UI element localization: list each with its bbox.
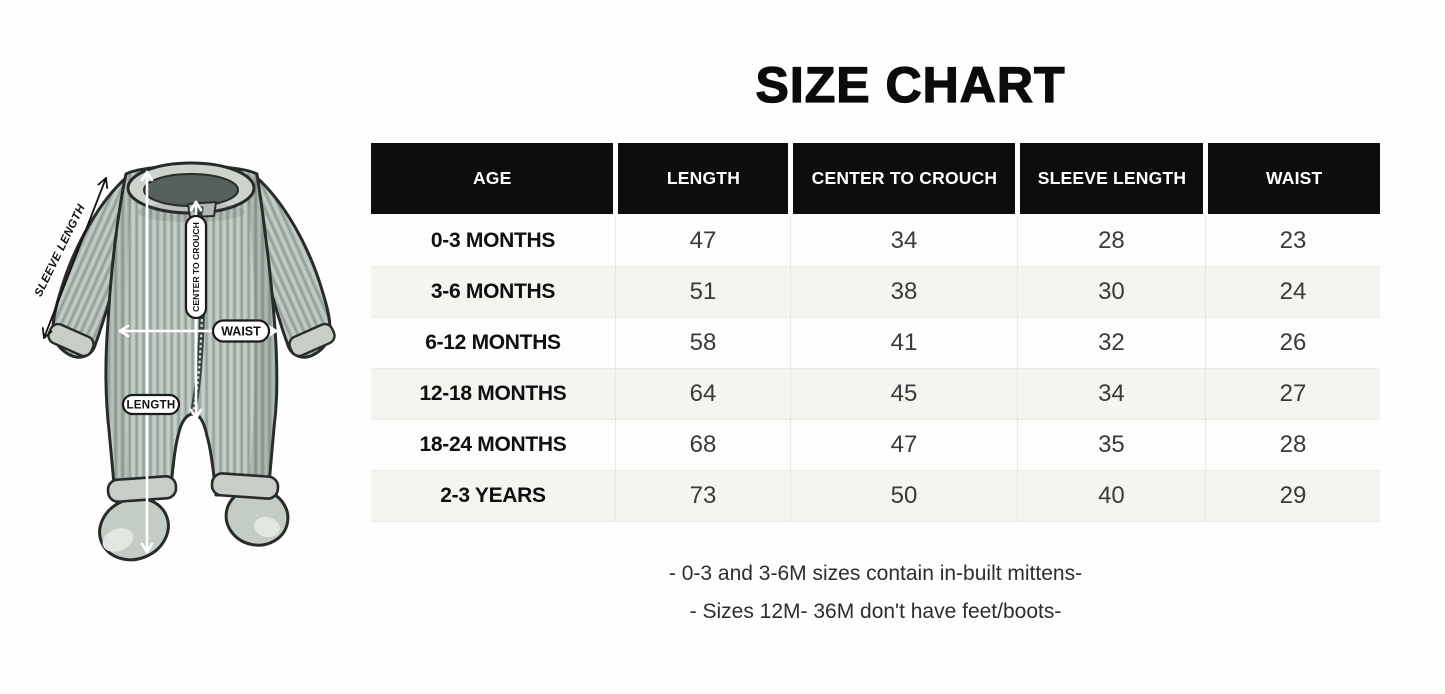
table-body: 0-3 MONTHS 47 34 28 23 3-6 MONTHS 51 38 … [371,216,1380,522]
header-cell-age: AGE [371,143,616,214]
center-to-crouch-cell: 34 [791,216,1018,266]
waist-cell: 28 [1279,431,1307,458]
table-row: 18-24 MONTHS 68 47 35 28 [371,420,1380,471]
waist-cell: 27 [1279,380,1307,407]
waist-label: WAIST [211,319,271,343]
svg-text:WAIST: WAIST [221,325,261,339]
waist-cell: 29 [1279,482,1307,509]
waist-cell: 26 [1279,329,1307,356]
footnotes: - 0-3 and 3-6M sizes contain in-built mi… [371,561,1380,624]
sleeve-length-cell: 34 [1018,369,1206,419]
length-cell: 73 [616,471,791,521]
center-to-crouch-cell: 45 [791,369,1018,419]
svg-text:LENGTH: LENGTH [126,400,175,412]
age-cell: 6-12 MONTHS [371,318,616,368]
right-foot [224,487,290,547]
table-row: 0-3 MONTHS 47 34 28 23 [371,216,1380,267]
note-feet: - Sizes 12M- 36M don't have feet/boots- [689,600,1062,623]
sleeve-length-cell: 28 [1018,216,1206,266]
svg-text:CENTER TO CROUCH: CENTER TO CROUCH [191,222,201,312]
length-cell: 51 [616,267,791,317]
center-to-crouch-cell: 47 [791,420,1018,470]
size-table: AGE LENGTH CENTER TO CROUCH SLEEVE LENGT… [371,143,1380,522]
table-header-row: AGE LENGTH CENTER TO CROUCH SLEEVE LENGT… [371,143,1380,214]
header-cell-sleeve-length: SLEEVE LENGTH [1018,143,1206,214]
length-cell: 58 [616,318,791,368]
age-cell: 0-3 MONTHS [371,216,616,266]
length-cell: 68 [616,420,791,470]
left-ankle-cuff [106,475,178,503]
table-row: 12-18 MONTHS 64 45 34 27 [371,369,1380,420]
age-cell: 3-6 MONTHS [371,267,616,317]
table-row: 2-3 YEARS 73 50 40 29 [371,471,1380,522]
length-measure-arrow [140,170,154,554]
sleeve-length-cell: 32 [1018,318,1206,368]
sleeve-length-cell: 30 [1018,267,1206,317]
table-row: 6-12 MONTHS 58 41 32 26 [371,318,1380,369]
center-to-crouch-cell: 38 [791,267,1018,317]
sleeve-length-cell: 40 [1018,471,1206,521]
header-cell-waist: WAIST [1206,143,1380,214]
sleeve-length-cell: 35 [1018,420,1206,470]
center-to-crouch-cell: 50 [791,471,1018,521]
length-cell: 64 [616,369,791,419]
page-title: SIZE CHART [755,56,1066,113]
length-label: LENGTH [121,393,181,416]
note-mittens: - 0-3 and 3-6M sizes contain in-built mi… [668,562,1083,585]
sleeve-length-measure-arrow [41,177,109,339]
onesie-illustration: LENGTH CENTER TO CROUCH WAIST SLEE [33,161,336,562]
center-to-crouch-cell: 41 [791,318,1018,368]
header-cell-length: LENGTH [616,143,791,214]
center-to-crouch-label: CENTER TO CROUCH [184,214,208,320]
header-cell-center-to-crouch: CENTER TO CROUCH [791,143,1018,214]
age-cell: 18-24 MONTHS [371,420,616,470]
waist-cell: 23 [1279,227,1307,254]
length-cell: 47 [616,216,791,266]
table-row: 3-6 MONTHS 51 38 30 24 [371,267,1380,318]
age-cell: 12-18 MONTHS [371,369,616,419]
age-cell: 2-3 YEARS [371,471,616,521]
right-ankle-cuff [210,472,280,500]
waist-cell: 24 [1279,278,1307,305]
